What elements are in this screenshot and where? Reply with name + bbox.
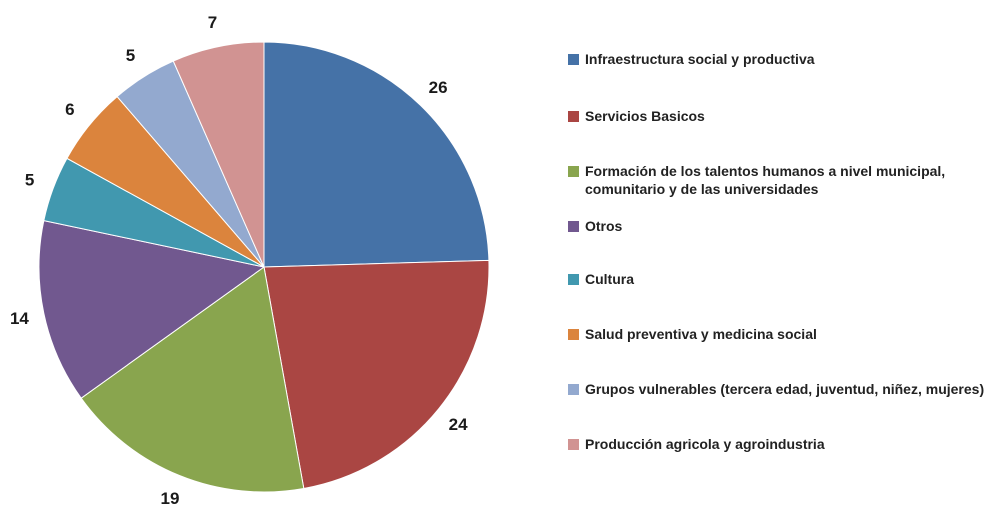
legend-swatch bbox=[568, 221, 579, 232]
legend-label: Otros bbox=[585, 218, 623, 234]
data-label-4: 14 bbox=[10, 309, 29, 328]
data-label-8: 7 bbox=[208, 13, 217, 32]
data-label-7: 5 bbox=[126, 46, 135, 65]
data-label-2: 24 bbox=[449, 415, 468, 434]
legend-label: Formación de los talentos humanos a nive… bbox=[585, 163, 946, 197]
legend-item-7: Grupos vulnerables (tercera edad, juvent… bbox=[568, 380, 993, 398]
legend-label: Servicios Basicos bbox=[585, 108, 705, 124]
pie-slice-8 bbox=[172, 41, 265, 268]
legend-label: Cultura bbox=[585, 271, 634, 287]
pie-slice-4 bbox=[38, 220, 266, 399]
legend-label: Infraestructura social y productiva bbox=[585, 51, 815, 67]
pie-slice-1 bbox=[263, 41, 490, 268]
legend-item-1: Infraestructura social y productiva bbox=[568, 50, 993, 68]
data-label-6: 6 bbox=[65, 100, 74, 119]
legend-swatch bbox=[568, 166, 579, 177]
pie-slice-3 bbox=[80, 266, 305, 493]
data-label-3: 19 bbox=[161, 489, 180, 508]
legend-swatch bbox=[568, 274, 579, 285]
legend-swatch bbox=[568, 384, 579, 395]
pie-slice-2 bbox=[263, 259, 490, 490]
legend-swatch bbox=[568, 54, 579, 65]
legend-swatch bbox=[568, 111, 579, 122]
legend-item-8: Producción agricola y agroindustria bbox=[568, 435, 993, 453]
legend-swatch bbox=[568, 329, 579, 340]
legend-item-2: Servicios Basicos bbox=[568, 107, 993, 125]
legend-item-4: Otros bbox=[568, 217, 993, 235]
legend-label: Producción agricola y agroindustria bbox=[585, 436, 825, 452]
legend-item-5: Cultura bbox=[568, 270, 993, 288]
legend-item-6: Salud preventiva y medicina social bbox=[568, 325, 993, 343]
legend-label: Salud preventiva y medicina social bbox=[585, 326, 817, 342]
data-label-5: 5 bbox=[25, 170, 34, 189]
legend-item-3: Formación de los talentos humanos a nive… bbox=[568, 162, 993, 198]
data-label-1: 26 bbox=[429, 78, 448, 97]
legend-swatch bbox=[568, 439, 579, 450]
legend-label: Grupos vulnerables (tercera edad, juvent… bbox=[585, 381, 985, 397]
